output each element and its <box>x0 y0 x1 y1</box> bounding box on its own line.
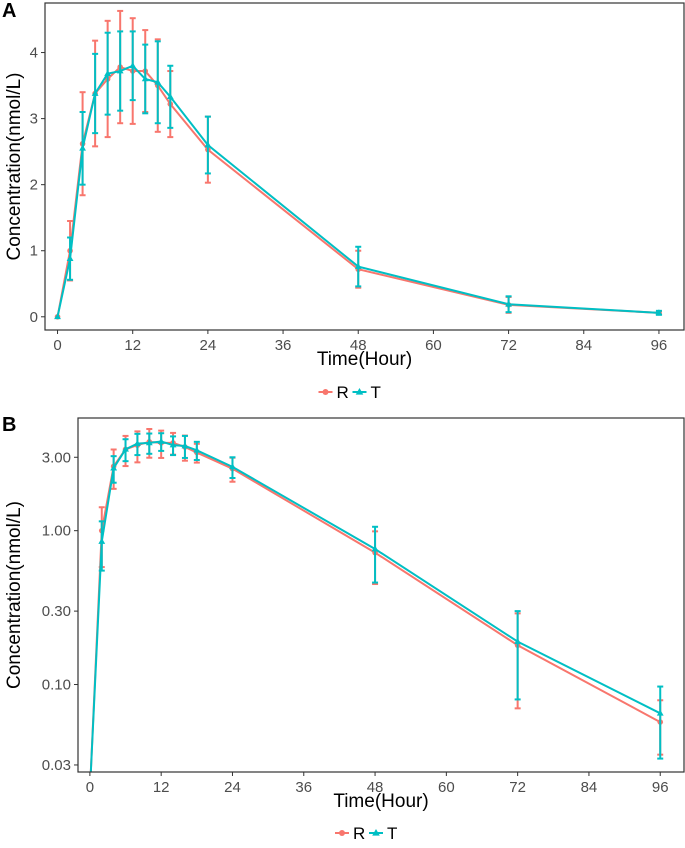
data-point-T <box>181 442 189 449</box>
x-tick-label: 96 <box>652 779 669 796</box>
y-tick-label: 3 <box>30 111 38 128</box>
x-tick-label: 48 <box>367 779 384 796</box>
data-point-T <box>505 300 513 307</box>
data-point-T <box>79 144 87 151</box>
legend-key-marker-R <box>322 389 329 395</box>
x-tick-label: 24 <box>224 779 241 796</box>
data-point-T <box>129 62 137 69</box>
data-point-T <box>91 89 99 96</box>
legend-key-marker-T <box>355 388 364 395</box>
x-tick-label: 36 <box>295 779 312 796</box>
data-point-T <box>122 445 129 452</box>
data-point-T <box>371 545 379 552</box>
x-axis-title: Time(Hour) <box>317 349 412 370</box>
legend-key-marker-R <box>339 830 345 836</box>
legend-label-T: T <box>387 824 397 843</box>
x-tick-label: 0 <box>53 337 61 354</box>
data-point-T <box>66 255 74 261</box>
data-point-T <box>166 93 174 100</box>
x-tick-label: 48 <box>350 337 367 354</box>
y-tick-label: 3.00 <box>42 449 71 466</box>
y-axis-title: Concentration(nmol/L) <box>4 501 25 689</box>
panel-label: A <box>2 0 16 22</box>
x-tick-label: 0 <box>86 779 94 796</box>
y-tick-label: 1.00 <box>42 523 71 540</box>
series-R <box>89 428 664 772</box>
data-point-T <box>116 67 124 74</box>
x-tick-label: 60 <box>425 337 442 354</box>
series-T <box>54 30 663 320</box>
y-tick-label: 4 <box>30 45 38 62</box>
data-point-T <box>133 440 141 446</box>
legend-key-marker-T <box>372 829 380 836</box>
data-point-T <box>354 262 362 269</box>
series-line-T <box>89 440 661 772</box>
panel-B: B 0.03 0.10 0.30 1.00 3.00 0 12 24 36 48 60 72 84 96 Ti… <box>2 414 685 843</box>
data-point-T <box>104 70 112 77</box>
legend-label-T: T <box>371 383 381 402</box>
data-point-T <box>193 446 201 453</box>
x-tick-label: 60 <box>438 779 455 796</box>
x-tick-label: 84 <box>581 779 598 796</box>
data-point-T <box>204 141 212 148</box>
x-tick-label: 12 <box>153 779 170 796</box>
data-point-T <box>169 441 177 448</box>
series-line-T <box>56 64 659 317</box>
data-point-T <box>110 464 118 471</box>
x-tick-label: 96 <box>651 337 668 354</box>
data-point-T <box>54 313 61 320</box>
y-tick-label: 0.10 <box>42 677 71 694</box>
data-point-T <box>98 537 106 544</box>
y-tick-label: 0 <box>30 309 38 326</box>
x-axis-title: Time(Hour) <box>333 791 428 812</box>
data-point-T <box>656 709 664 716</box>
legend-label-R: R <box>353 824 365 843</box>
legend-label-R: R <box>337 383 349 402</box>
x-tick-label: 72 <box>500 337 517 354</box>
y-tick-label: 0.30 <box>42 603 71 620</box>
data-point-T <box>514 638 522 644</box>
y-axis-title: Concentration(nmol/L) <box>4 73 25 261</box>
data-point-T <box>655 309 663 316</box>
data-point-T <box>141 75 149 82</box>
data-point-T <box>229 463 236 470</box>
y-tick-label: 1 <box>30 243 38 260</box>
series-T <box>89 432 664 772</box>
plot-border <box>77 417 685 773</box>
y-tick-label: 2 <box>30 177 38 194</box>
series-line-R <box>89 440 661 772</box>
plot-area <box>89 428 664 772</box>
y-tick-label: 0.03 <box>42 757 71 774</box>
data-point-T <box>145 439 153 446</box>
data-point-T <box>157 437 165 444</box>
panel-label: B <box>2 414 16 436</box>
plot-border <box>44 2 685 331</box>
data-point-T <box>154 78 162 85</box>
x-tick-label: 72 <box>509 779 526 796</box>
x-tick-label: 84 <box>575 337 592 354</box>
x-tick-label: 24 <box>200 337 217 354</box>
x-tick-label: 36 <box>275 337 292 354</box>
plot-area <box>54 9 663 320</box>
x-tick-label: 12 <box>124 337 141 354</box>
